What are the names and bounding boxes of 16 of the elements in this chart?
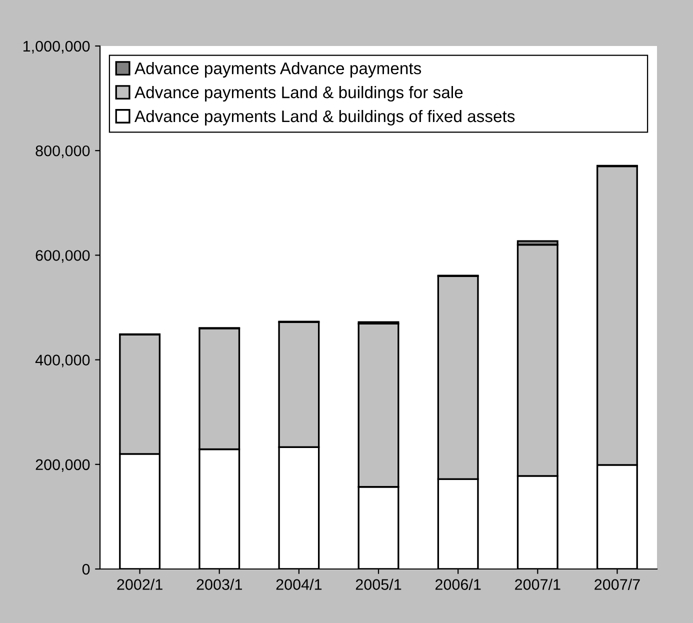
x-tick-label: 2007/1 bbox=[515, 578, 560, 590]
y-tick-label: 800,000 bbox=[36, 145, 90, 158]
y-tick-label: 400,000 bbox=[35, 354, 90, 368]
legend-label: Advance payments Land & buildings for sale bbox=[134, 86, 463, 102]
legend-label: Advance payments Land & buildings of fixed assets bbox=[134, 110, 515, 126]
y-tick-label: 600,000 bbox=[36, 250, 90, 263]
x-tick-label: 2004/1 bbox=[276, 578, 322, 590]
y-tick-label: 200,000 bbox=[36, 459, 90, 472]
y-tick-label: 1,000,000 bbox=[23, 40, 90, 54]
legend-label: Advance payments Advance payments bbox=[134, 62, 422, 78]
y-tick-label: 0 bbox=[82, 564, 90, 575]
x-tick-label: 2006/1 bbox=[435, 578, 481, 590]
x-tick-label: 2007/7 bbox=[594, 578, 640, 590]
x-tick-label: 2002/1 bbox=[117, 578, 162, 590]
x-tick-label: 2005/1 bbox=[356, 578, 402, 590]
x-tick-label: 2003/1 bbox=[196, 578, 242, 590]
